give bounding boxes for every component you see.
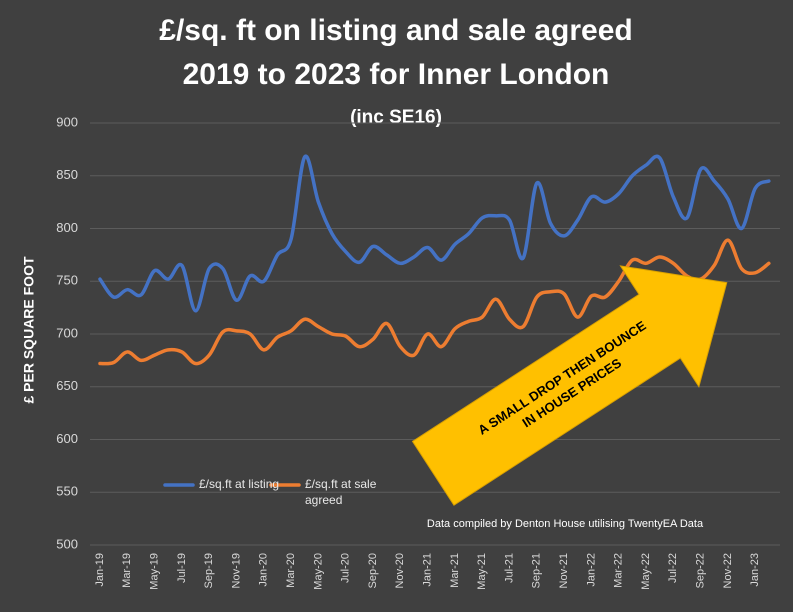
y-tick-label: 800 <box>56 220 78 235</box>
legend-label: £/sq.ft at listing <box>199 477 280 491</box>
chart-title: 2019 to 2023 for Inner London <box>183 58 610 91</box>
chart-subtitle: (inc SE16) <box>350 107 442 128</box>
y-tick-label: 650 <box>56 378 78 393</box>
y-tick-label: 850 <box>56 167 78 182</box>
x-tick-label: Jan-20 <box>258 553 270 587</box>
series-line <box>98 238 771 366</box>
x-tick-label: Sep-19 <box>203 553 215 588</box>
chart-title: £/sq. ft on listing and sale agreed <box>159 14 632 47</box>
x-tick-label: Mar-21 <box>449 553 461 588</box>
x-tick-label: Jan-22 <box>585 553 597 587</box>
x-tick-label: May-20 <box>312 553 324 590</box>
y-axis-label: £ PER SQUARE FOOT <box>21 256 37 403</box>
y-tick-label: 700 <box>56 325 78 340</box>
x-tick-label: Jul-19 <box>176 553 188 583</box>
legend-label: £/sq.ft at sale agreed <box>305 477 377 507</box>
x-tick-label: Jul-21 <box>503 553 515 583</box>
x-tick-label: Jan-21 <box>422 553 434 587</box>
arrow-shape <box>411 265 728 506</box>
x-tick-label: Mar-22 <box>613 553 625 588</box>
x-tick-label: Jan-23 <box>749 553 761 587</box>
x-tick-label: Nov-20 <box>394 553 406 588</box>
y-tick-label: 900 <box>56 114 78 129</box>
x-tick-label: May-22 <box>640 553 652 590</box>
x-tick-label: May-21 <box>476 553 488 590</box>
x-tick-label: Mar-20 <box>285 553 297 588</box>
series-line <box>98 154 771 313</box>
x-tick-label: Nov-22 <box>722 553 734 588</box>
x-tick-label: Sep-20 <box>367 553 379 588</box>
y-tick-label: 750 <box>56 273 78 288</box>
x-tick-label: Nov-21 <box>558 553 570 588</box>
x-tick-label: Sep-21 <box>531 553 543 588</box>
y-tick-label: 550 <box>56 484 78 499</box>
x-tick-label: Jul-22 <box>667 553 679 583</box>
x-tick-label: Jan-19 <box>94 553 106 587</box>
y-tick-label: 500 <box>56 536 78 551</box>
x-tick-label: Sep-22 <box>695 553 707 588</box>
x-tick-label: Jul-20 <box>340 553 352 583</box>
x-tick-label: May-19 <box>149 553 161 590</box>
source-note: Data compiled by Denton House utilising … <box>427 518 704 530</box>
y-tick-label: 600 <box>56 431 78 446</box>
x-tick-label: Mar-19 <box>121 553 133 588</box>
x-tick-label: Nov-19 <box>230 553 242 588</box>
